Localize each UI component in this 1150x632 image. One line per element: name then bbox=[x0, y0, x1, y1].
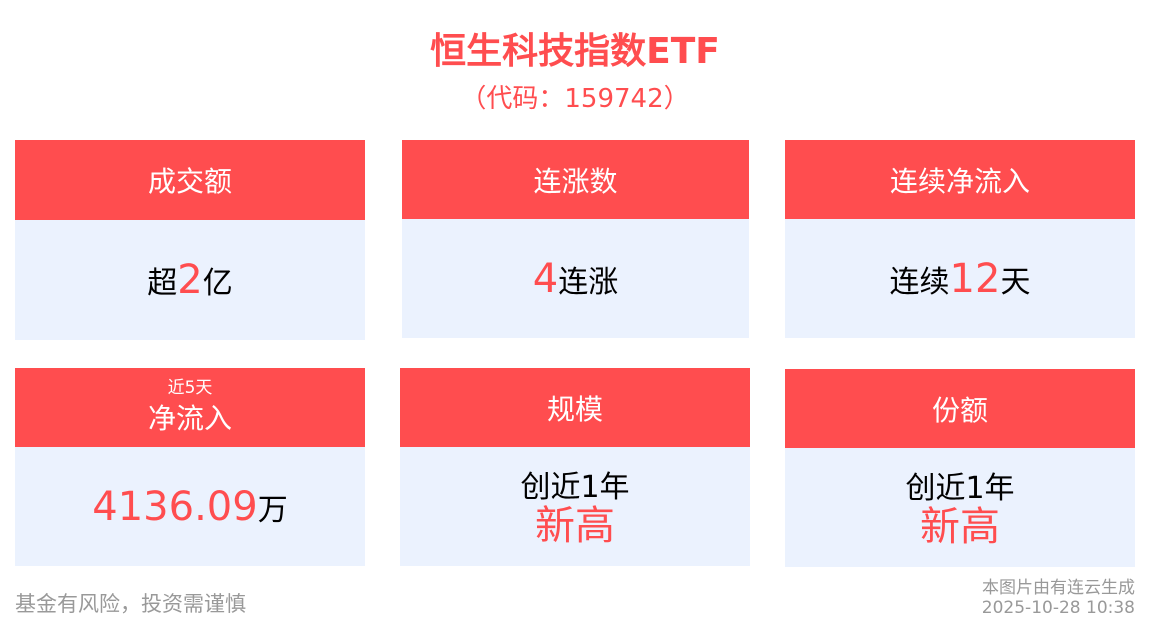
card-5day-inflow: 近5天净流入 4136.09万 bbox=[15, 368, 365, 566]
value: 4136.09 bbox=[92, 483, 258, 530]
header-small: 近5天 bbox=[167, 377, 213, 398]
page-title: 恒生科技指数ETF bbox=[430, 31, 720, 72]
card-turnover: 成交额 超2亿 bbox=[15, 140, 365, 340]
prefix: 超 bbox=[147, 266, 178, 301]
prefix: 连续 bbox=[889, 264, 950, 300]
card-body: 4连涨 bbox=[402, 219, 749, 338]
card-header: 规模 bbox=[400, 368, 750, 447]
card-body: 连续12天 bbox=[785, 219, 1135, 338]
timestamp: 2025-10-28 10:38 bbox=[981, 598, 1135, 618]
card-header: 份额 bbox=[785, 369, 1135, 448]
suffix: 万 bbox=[257, 492, 288, 528]
value: 4 bbox=[532, 255, 559, 302]
card-body: 超2亿 bbox=[15, 220, 365, 340]
footer-info: 本图片由有连云生成 2025-10-28 10:38 bbox=[982, 578, 1135, 618]
card-consecutive-rise: 连涨数 4连涨 bbox=[402, 140, 749, 338]
source-text: 本图片由有连云生成 bbox=[982, 578, 1135, 598]
card-header: 连涨数 bbox=[402, 140, 749, 219]
card-header: 成交额 bbox=[15, 140, 365, 220]
card-shares: 份额 创近1年 新高 bbox=[785, 369, 1135, 567]
card-scale: 规模 创近1年 新高 bbox=[400, 368, 750, 566]
fund-code: （代码：159742） bbox=[460, 84, 690, 114]
suffix: 天 bbox=[1000, 264, 1031, 300]
suffix: 连涨 bbox=[558, 264, 619, 300]
card-body: 4136.09万 bbox=[15, 447, 365, 566]
line1: 创近1年 bbox=[905, 470, 1015, 506]
line2: 新高 bbox=[920, 503, 1000, 550]
card-body: 创近1年 新高 bbox=[400, 447, 750, 566]
suffix: 亿 bbox=[202, 266, 233, 301]
line2: 新高 bbox=[535, 502, 615, 549]
card-consecutive-inflow: 连续净流入 连续12天 bbox=[785, 140, 1135, 338]
value: 2 bbox=[177, 257, 203, 303]
value: 12 bbox=[949, 255, 1001, 302]
card-body: 创近1年 新高 bbox=[785, 448, 1135, 567]
card-header: 连续净流入 bbox=[785, 140, 1135, 219]
risk-disclaimer: 基金有风险，投资需谨慎 bbox=[15, 592, 246, 616]
header-main: 净流入 bbox=[147, 401, 232, 435]
line1: 创近1年 bbox=[520, 469, 630, 505]
card-header: 近5天净流入 bbox=[15, 368, 365, 447]
